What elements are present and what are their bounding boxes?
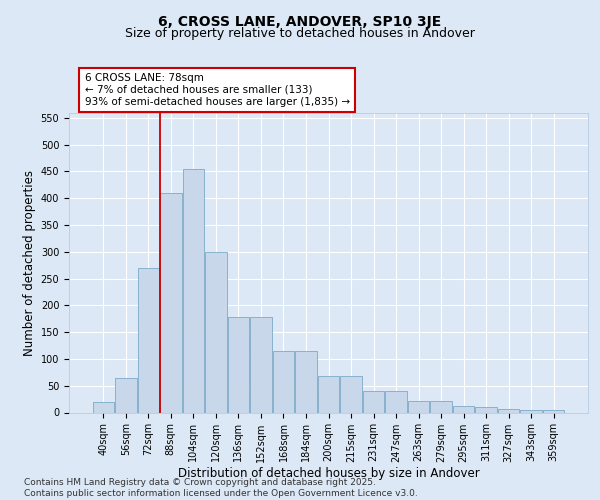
- Bar: [228, 317, 249, 412]
- Bar: [475, 407, 497, 412]
- Bar: [115, 378, 137, 412]
- X-axis label: Distribution of detached houses by size in Andover: Distribution of detached houses by size …: [178, 467, 479, 480]
- Bar: [340, 376, 362, 412]
- Bar: [543, 410, 565, 412]
- Bar: [160, 193, 182, 412]
- Text: Contains HM Land Registry data © Crown copyright and database right 2025.
Contai: Contains HM Land Registry data © Crown c…: [24, 478, 418, 498]
- Bar: [430, 400, 452, 412]
- Bar: [363, 391, 384, 412]
- Bar: [273, 351, 294, 412]
- Bar: [408, 400, 429, 412]
- Bar: [205, 252, 227, 412]
- Bar: [92, 402, 114, 412]
- Bar: [498, 410, 520, 412]
- Bar: [250, 317, 272, 412]
- Y-axis label: Number of detached properties: Number of detached properties: [23, 170, 37, 356]
- Bar: [385, 391, 407, 412]
- Text: Size of property relative to detached houses in Andover: Size of property relative to detached ho…: [125, 28, 475, 40]
- Bar: [137, 268, 159, 412]
- Bar: [453, 406, 475, 412]
- Bar: [318, 376, 339, 412]
- Bar: [520, 410, 542, 412]
- Text: 6, CROSS LANE, ANDOVER, SP10 3JE: 6, CROSS LANE, ANDOVER, SP10 3JE: [158, 15, 442, 29]
- Bar: [295, 351, 317, 412]
- Bar: [182, 169, 204, 412]
- Text: 6 CROSS LANE: 78sqm
← 7% of detached houses are smaller (133)
93% of semi-detach: 6 CROSS LANE: 78sqm ← 7% of detached hou…: [85, 74, 350, 106]
